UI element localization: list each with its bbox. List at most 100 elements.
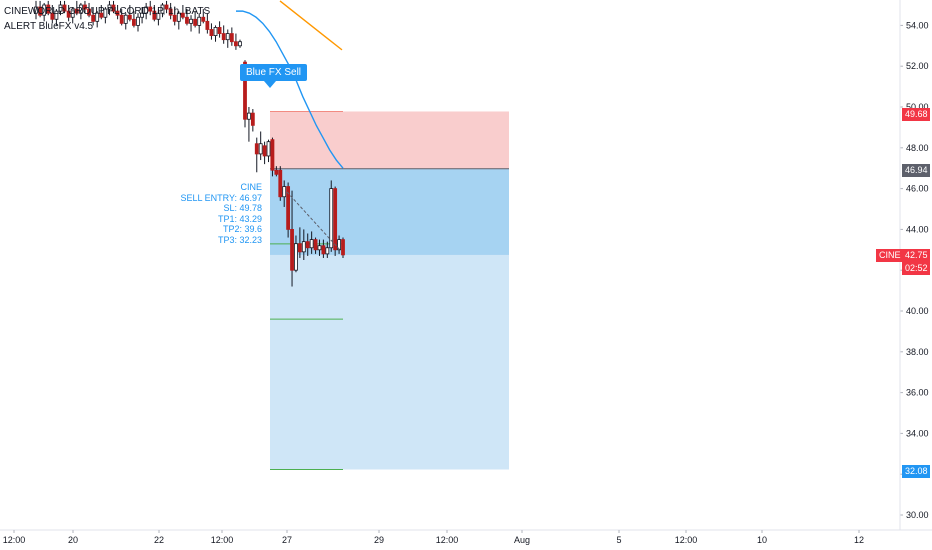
candle-body xyxy=(262,145,267,157)
candle-body xyxy=(329,188,334,249)
price-axis-label: 48.00 xyxy=(906,143,929,153)
candle-body xyxy=(127,14,132,20)
time-axis-label: 10 xyxy=(757,535,767,545)
price-axis-label: 40.00 xyxy=(906,306,929,316)
candle-body xyxy=(197,16,202,26)
time-axis-label: 22 xyxy=(154,535,164,545)
candle-body xyxy=(258,143,263,155)
candle-body xyxy=(87,8,91,16)
price-axis xyxy=(900,0,932,550)
price-axis-label: 44.00 xyxy=(906,224,929,234)
candle-body xyxy=(225,33,230,41)
candle-body xyxy=(34,6,38,14)
ema-slow-line xyxy=(279,0,343,51)
trade-info-tp3: TP3: 32.23 xyxy=(217,234,262,245)
candle-body xyxy=(38,6,42,16)
candle-body xyxy=(42,4,47,16)
price-axis-label: 38.00 xyxy=(906,347,929,357)
candle-body xyxy=(309,239,314,249)
candle-body xyxy=(115,10,120,16)
candle-body xyxy=(144,6,149,14)
candle-body xyxy=(83,4,87,10)
candle-body xyxy=(205,20,210,30)
price-axis-label: 30.00 xyxy=(906,510,929,520)
candle-body xyxy=(229,33,234,43)
time-axis-label: 27 xyxy=(282,535,292,545)
candle-body xyxy=(278,169,283,198)
candle-body xyxy=(180,12,185,18)
projection-line xyxy=(286,191,341,251)
price-axis-label: 46.00 xyxy=(906,184,929,194)
candle-body xyxy=(136,16,140,26)
candle-body xyxy=(46,4,51,14)
candle-body xyxy=(172,14,177,22)
time-axis-label: 12 xyxy=(854,535,864,545)
candle-body xyxy=(119,14,124,24)
time-axis-label: Aug xyxy=(514,535,530,545)
entry-price-tag: 46.94 xyxy=(902,164,930,177)
current-price-tag: 42.75 xyxy=(902,249,930,262)
candle-body xyxy=(317,245,322,251)
price-axis-label: 54.00 xyxy=(906,20,929,30)
price-axis-label: 52.00 xyxy=(906,61,929,71)
time-axis-label: 29 xyxy=(374,535,384,545)
candle-body xyxy=(74,8,79,14)
candle-body xyxy=(99,12,104,18)
candle-body xyxy=(111,4,116,12)
price-axis-label: 36.00 xyxy=(906,388,929,398)
candle-body xyxy=(78,4,83,14)
candle-body xyxy=(189,18,193,24)
time-axis-label: 20 xyxy=(68,535,78,545)
symbol-title: CINEWORLD GROUP PLCORD 1P, 1h, BATS xyxy=(4,6,211,17)
time-axis-label: 12:00 xyxy=(436,535,459,545)
candle-body xyxy=(254,143,259,155)
tp3-price-tag: 32.08 xyxy=(902,465,930,478)
price-axis-label: 34.00 xyxy=(906,428,929,438)
bar-countdown-tag: 02:52 xyxy=(902,262,930,275)
candle-body xyxy=(201,16,206,22)
trade-info-sl: SL: 49.78 xyxy=(223,203,262,213)
stop-loss-zone xyxy=(270,111,509,169)
candle-body xyxy=(54,10,59,20)
candle-body xyxy=(164,4,169,10)
trade-info-symbol: CINE xyxy=(240,182,262,192)
candle-body xyxy=(337,239,341,251)
candle-body xyxy=(217,27,222,34)
trade-info-entry: SELL ENTRY: 46.97 xyxy=(180,192,262,203)
candle-body xyxy=(221,33,226,41)
candle-body xyxy=(341,239,345,256)
price-axis-label: 50.00 xyxy=(906,102,929,112)
candle-body xyxy=(50,12,55,20)
candle-body xyxy=(193,18,198,26)
candle-body xyxy=(70,8,75,18)
candle-body xyxy=(152,10,157,20)
candle-body xyxy=(282,186,287,198)
candle-body xyxy=(176,12,181,22)
trade-info-tp1: TP1: 43.29 xyxy=(217,213,262,224)
candle-body xyxy=(333,188,338,251)
sl-price-tag: 49.68 xyxy=(902,108,930,121)
candle-body xyxy=(305,241,310,249)
candle-body xyxy=(297,243,302,253)
candle-body xyxy=(140,12,144,18)
candle-body xyxy=(58,4,63,12)
time-axis-label: 12:00 xyxy=(211,535,234,545)
candle-body xyxy=(286,186,291,230)
candle-body xyxy=(66,10,71,18)
time-axis-label: 12:00 xyxy=(675,535,698,545)
candle-body xyxy=(238,41,242,47)
current-symbol-tag: CINE xyxy=(876,249,904,262)
time-axis-label: 5 xyxy=(616,535,621,545)
candle-body xyxy=(247,112,251,120)
candle-body xyxy=(325,247,330,255)
candle-body xyxy=(243,61,247,120)
candle-body xyxy=(209,29,214,36)
candle-body xyxy=(294,243,298,271)
candle-body xyxy=(321,245,326,255)
candle-body xyxy=(123,14,128,24)
candle-body xyxy=(156,12,161,20)
candle-body xyxy=(62,4,67,12)
trade-info-panel: CINE SELL ENTRY: 46.97 SL: 49.78 TP1: 43… xyxy=(180,182,262,245)
candle-body xyxy=(301,241,306,253)
